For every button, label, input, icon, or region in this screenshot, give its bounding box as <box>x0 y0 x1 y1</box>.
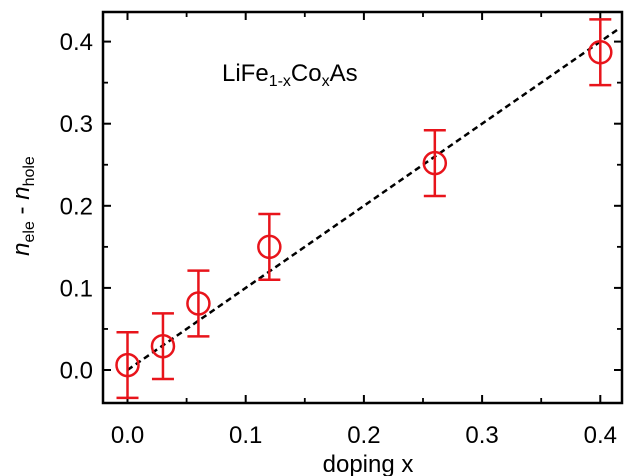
x-tick-label: 0.0 <box>111 422 144 449</box>
y-tick-label: 0.2 <box>60 193 93 220</box>
y-tick-label: 0.1 <box>60 275 93 302</box>
fit-line <box>126 28 619 372</box>
x-tick-label: 0.4 <box>584 422 617 449</box>
data-point <box>115 352 140 378</box>
y-axis-label: nele - nhole <box>8 156 38 256</box>
plot-area: 0.0 0.1 0.2 0.3 0.4 0.0 0.1 0.2 0.3 0.4 <box>60 10 624 449</box>
x-tick-label: 0.2 <box>347 422 380 449</box>
data-point <box>588 40 613 65</box>
y-tick-label: 0.4 <box>60 29 93 56</box>
compound-annotation: LiFe1-xCoxAs <box>222 60 358 90</box>
data-point <box>257 234 282 260</box>
x-tick-label: 0.1 <box>229 422 262 449</box>
data-point <box>422 150 448 176</box>
y-tick-label: 0.0 <box>60 358 93 385</box>
y-tick-label: 0.3 <box>60 111 93 138</box>
data-point <box>150 333 176 359</box>
x-axis-label: doping x <box>323 451 414 476</box>
plot-frame <box>101 10 624 405</box>
data-point <box>186 291 211 316</box>
x-tick-label: 0.3 <box>465 422 498 449</box>
